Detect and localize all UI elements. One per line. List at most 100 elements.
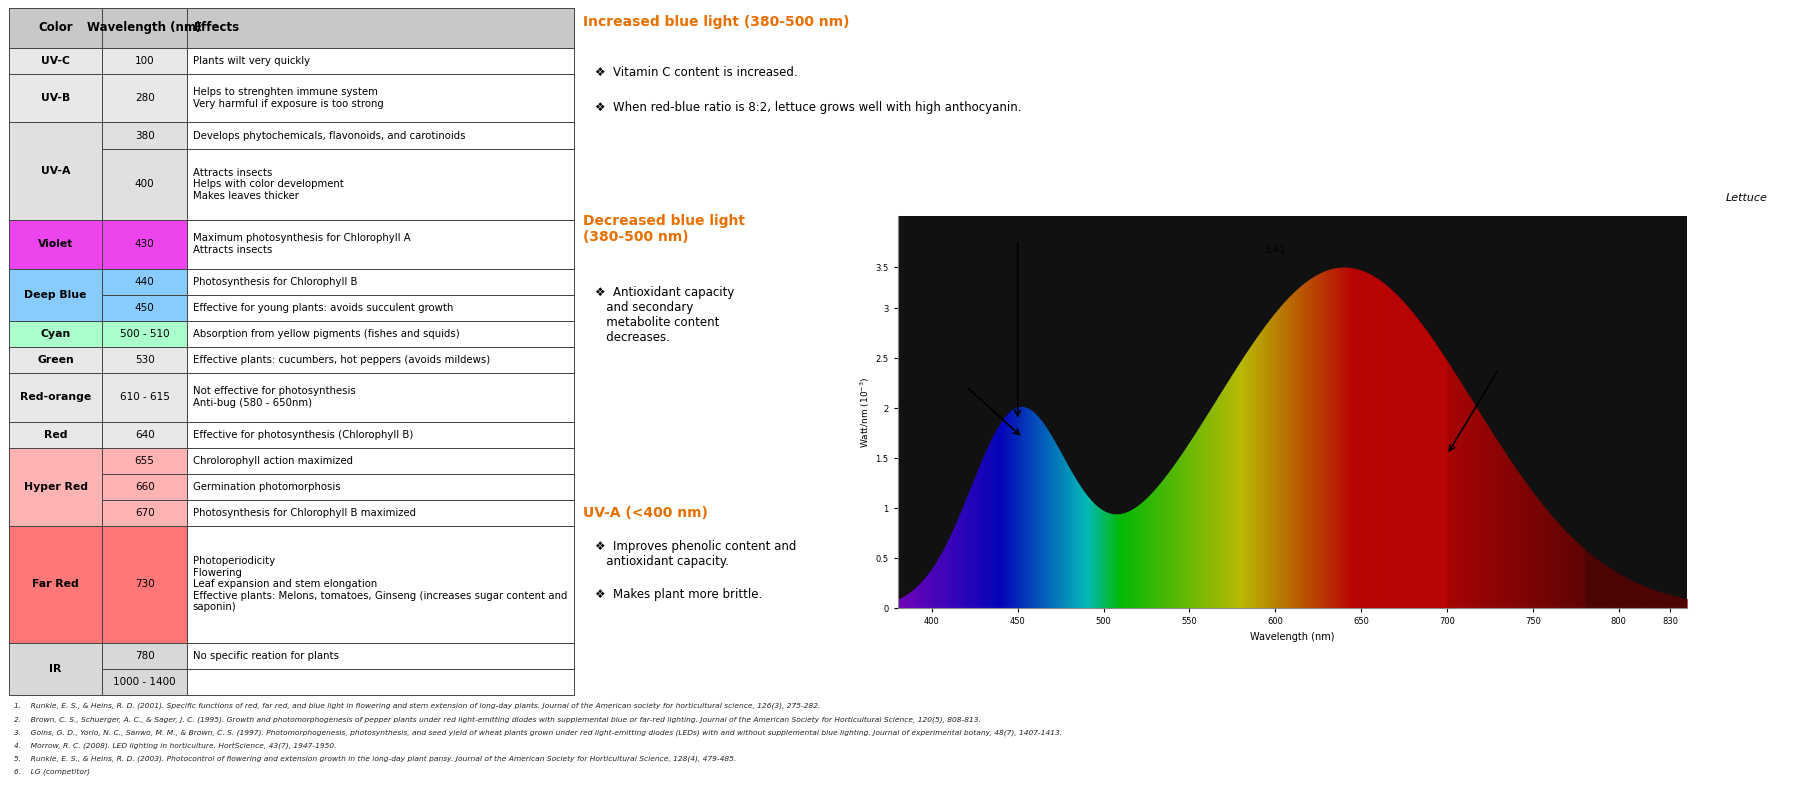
Text: ❖  Makes plant more brittle.: ❖ Makes plant more brittle. [596, 588, 763, 601]
X-axis label: Wavelength (nm): Wavelength (nm) [1249, 632, 1335, 642]
Text: IR: IR [50, 663, 61, 674]
Y-axis label: Watt/nm (10$^{-3}$): Watt/nm (10$^{-3}$) [860, 377, 872, 447]
Text: Effects: Effects [194, 21, 241, 35]
Text: 2.    Brown, C. S., Schuerger, A. C., & Sager, J. C. (1995). Growth and photomor: 2. Brown, C. S., Schuerger, A. C., & Sag… [14, 716, 982, 722]
Bar [187, 526, 574, 643]
Bar [102, 48, 187, 74]
Text: Increased blue light (380-500 nm): Increased blue light (380-500 nm) [583, 15, 849, 29]
Bar [187, 373, 574, 422]
Bar [9, 268, 102, 321]
Bar [9, 220, 102, 268]
Bar [102, 268, 187, 294]
Text: ❖  Improves phenolic content and
   antioxidant capacity.: ❖ Improves phenolic content and antioxid… [596, 540, 797, 568]
Text: 280: 280 [135, 93, 154, 103]
Bar [102, 220, 187, 268]
Bar [102, 526, 187, 643]
Text: Germination photomorphosis: Germination photomorphosis [192, 482, 341, 491]
Bar [9, 74, 102, 122]
Text: 640: 640 [135, 429, 154, 440]
Bar [187, 220, 574, 268]
Text: ❖  Accelerates photosynthesis: ❖ Accelerates photosynthesis [1167, 540, 1346, 553]
Bar [102, 122, 187, 148]
Text: 440: 440 [135, 276, 154, 287]
Bar [102, 347, 187, 373]
Bar [187, 422, 574, 447]
Text: Hyper Red: Hyper Red [23, 482, 88, 491]
Text: Photoperiodicity
Flowering
Leaf expansion and stem elongation
Effective plants: : Photoperiodicity Flowering Leaf expansio… [192, 556, 567, 612]
Bar [9, 122, 102, 220]
Text: Effective for young plants: avoids succulent growth: Effective for young plants: avoids succu… [192, 303, 452, 312]
Text: 430: 430 [135, 239, 154, 250]
Text: UV-A (<400 nm): UV-A (<400 nm) [583, 506, 709, 520]
Bar [102, 474, 187, 500]
Bar [187, 74, 574, 122]
Bar [187, 474, 574, 500]
Bar [102, 74, 187, 122]
Text: Decreased blue light
(380-500 nm): Decreased blue light (380-500 nm) [583, 214, 745, 244]
Text: UV-B: UV-B [41, 93, 70, 103]
Text: 780: 780 [135, 651, 154, 661]
Bar [9, 422, 102, 447]
Text: Wavelength (nm): Wavelength (nm) [88, 21, 201, 35]
Bar [102, 294, 187, 321]
Text: Plants wilt very quickly: Plants wilt very quickly [192, 56, 311, 66]
Bar [9, 347, 102, 373]
Bar [187, 347, 574, 373]
Text: Effective plants: cucumbers, hot peppers (avoids mildews): Effective plants: cucumbers, hot peppers… [192, 355, 490, 365]
Bar [9, 373, 102, 422]
Bar [187, 321, 574, 347]
Bar [102, 643, 187, 669]
Text: Maximum photosynthesis for Chlorophyll A
Attracts insects: Maximum photosynthesis for Chlorophyll A… [192, 233, 411, 255]
Bar [187, 48, 574, 74]
Text: 610 - 615: 610 - 615 [120, 392, 169, 402]
Bar [187, 447, 574, 474]
Bar [187, 148, 574, 220]
Bar [9, 321, 102, 347]
Text: Cyan: Cyan [41, 329, 70, 339]
Text: Deep Blue: Deep Blue [25, 290, 86, 300]
Bar [102, 447, 187, 474]
Text: Develops phytochemicals, flavonoids, and carotinoids: Develops phytochemicals, flavonoids, and… [192, 130, 465, 141]
Bar [102, 422, 187, 447]
Text: 660: 660 [135, 482, 154, 491]
Bar [102, 8, 187, 48]
Bar [102, 500, 187, 526]
Text: Chrolorophyll action maximized: Chrolorophyll action maximized [192, 456, 354, 466]
Bar [187, 8, 574, 48]
Bar [102, 321, 187, 347]
Text: 670: 670 [135, 508, 154, 518]
Text: 500 - 510: 500 - 510 [120, 329, 169, 339]
Text: Absorption from yellow pigments (fishes and squids): Absorption from yellow pigments (fishes … [192, 329, 460, 339]
Bar [102, 148, 187, 220]
Text: 730: 730 [135, 579, 154, 590]
Bar [102, 669, 187, 695]
Text: Far Red: Far Red [32, 579, 79, 590]
Text: Lettuce: Lettuce [1727, 193, 1768, 203]
Text: Photosynthesis for Chlorophyll B: Photosynthesis for Chlorophyll B [192, 276, 357, 287]
Bar [187, 500, 574, 526]
Text: ❖  When red-blue ratio is 8:2, lettuce grows well with high anthocyanin.: ❖ When red-blue ratio is 8:2, lettuce gr… [596, 100, 1021, 114]
Bar [187, 669, 574, 695]
Text: UV-A: UV-A [41, 166, 70, 176]
Text: Violet: Violet [38, 239, 74, 250]
Text: ❖  Vitamin C content is increased.: ❖ Vitamin C content is increased. [596, 66, 799, 79]
Bar [102, 373, 187, 422]
Text: Attracts insects
Helps with color development
Makes leaves thicker: Attracts insects Helps with color develo… [192, 168, 343, 201]
Bar [9, 643, 102, 695]
Text: 450: 450 [135, 303, 154, 312]
Bar [9, 8, 102, 48]
Text: Effective for photosynthesis (Chlorophyll B): Effective for photosynthesis (Chlorophyl… [192, 429, 413, 440]
Text: Green: Green [38, 355, 74, 365]
Text: 6.    LG (competitor): 6. LG (competitor) [14, 769, 90, 775]
Bar [187, 122, 574, 148]
Text: 100: 100 [135, 56, 154, 66]
Text: ❖  When red-blue ratio is 3:7, antioxidant capacity
   and secondary metabolite : ❖ When red-blue ratio is 3:7, antioxidan… [1167, 575, 1467, 603]
Bar [187, 294, 574, 321]
Text: 655: 655 [135, 456, 154, 466]
Bar [187, 268, 574, 294]
Bar [187, 643, 574, 669]
Text: 3.41: 3.41 [1265, 246, 1285, 255]
Text: Infrared (>700 nm): Infrared (>700 nm) [1154, 506, 1305, 520]
Bar [9, 526, 102, 643]
Text: ❖  Antioxidant capacity
   and secondary
   metabolite content
   decreases.: ❖ Antioxidant capacity and secondary met… [596, 286, 734, 344]
